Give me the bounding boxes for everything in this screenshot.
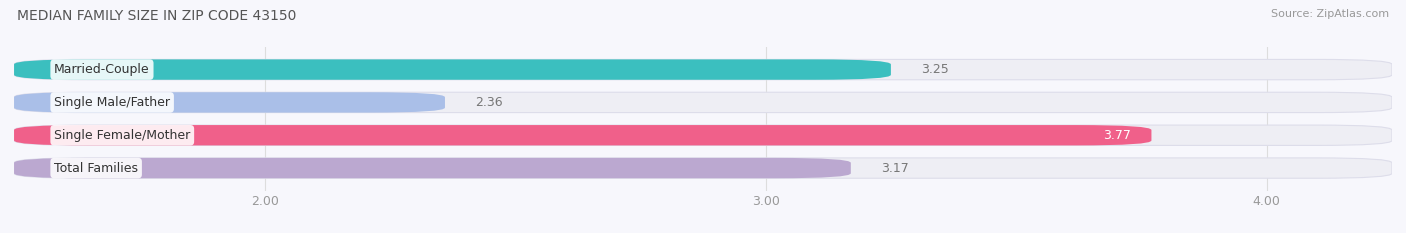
Text: Source: ZipAtlas.com: Source: ZipAtlas.com (1271, 9, 1389, 19)
FancyBboxPatch shape (14, 158, 851, 178)
FancyBboxPatch shape (14, 59, 891, 80)
Text: 2.36: 2.36 (475, 96, 503, 109)
Text: 3.25: 3.25 (921, 63, 949, 76)
FancyBboxPatch shape (14, 125, 1392, 145)
FancyBboxPatch shape (14, 158, 1392, 178)
Text: 3.77: 3.77 (1104, 129, 1132, 142)
Text: Single Female/Mother: Single Female/Mother (55, 129, 190, 142)
FancyBboxPatch shape (14, 59, 1392, 80)
Text: Single Male/Father: Single Male/Father (55, 96, 170, 109)
Text: Married-Couple: Married-Couple (55, 63, 150, 76)
FancyBboxPatch shape (14, 125, 1152, 145)
FancyBboxPatch shape (14, 92, 1392, 113)
FancyBboxPatch shape (14, 92, 444, 113)
Text: 3.17: 3.17 (882, 161, 908, 175)
Text: MEDIAN FAMILY SIZE IN ZIP CODE 43150: MEDIAN FAMILY SIZE IN ZIP CODE 43150 (17, 9, 297, 23)
Text: Total Families: Total Families (55, 161, 138, 175)
